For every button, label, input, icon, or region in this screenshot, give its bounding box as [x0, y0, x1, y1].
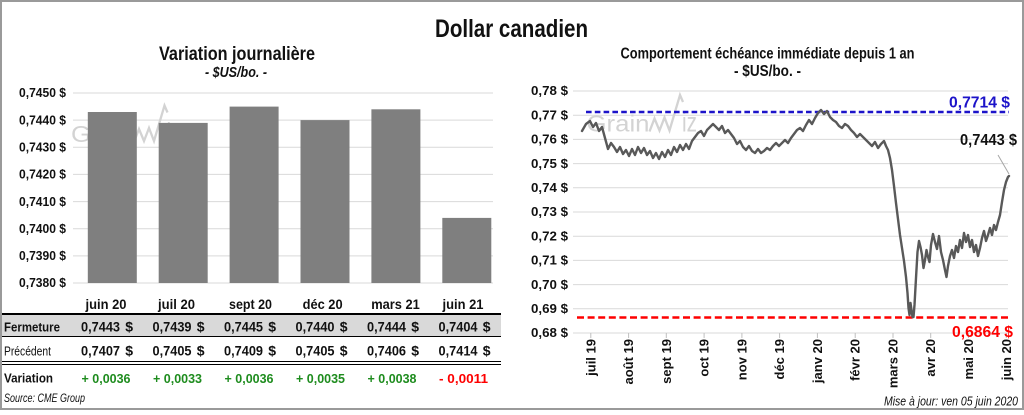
svg-text:- 0,0011: - 0,0011: [439, 371, 488, 386]
svg-text:févr 20: févr 20: [848, 339, 863, 381]
svg-text:Source: CME Group: Source: CME Group: [4, 391, 85, 405]
svg-text:0,6864 $: 0,6864 $: [952, 324, 1013, 341]
svg-text:0,69 $: 0,69 $: [531, 301, 569, 316]
svg-text:0,7409: 0,7409: [224, 343, 263, 359]
svg-text:0,70 $: 0,70 $: [531, 277, 569, 292]
svg-text:0,72 $: 0,72 $: [531, 228, 569, 243]
svg-text:$: $: [411, 319, 419, 335]
svg-text:$: $: [125, 343, 133, 359]
svg-text:$: $: [483, 343, 491, 359]
svg-text:0,7407: 0,7407: [81, 343, 120, 359]
svg-text:$: $: [197, 343, 205, 359]
svg-text:+ 0,0036: + 0,0036: [225, 371, 274, 386]
svg-text:0,7390 $: 0,7390 $: [19, 248, 67, 263]
svg-text:Variation journalière: Variation journalière: [159, 44, 315, 65]
svg-text:0,7430 $: 0,7430 $: [19, 140, 67, 155]
svg-text:0,7420 $: 0,7420 $: [19, 167, 67, 182]
svg-text:+ 0,0038: + 0,0038: [368, 371, 417, 386]
svg-text:0,7445: 0,7445: [224, 319, 263, 335]
svg-text:juil 19: juil 19: [583, 339, 598, 377]
svg-text:0,7443: 0,7443: [81, 319, 120, 335]
svg-text:Comportement échéance immédiat: Comportement échéance immédiate depuis 1…: [621, 46, 915, 63]
svg-text:Précédent: Précédent: [4, 344, 51, 359]
svg-text:- $US/bo. -: - $US/bo. -: [205, 64, 267, 81]
svg-text:$: $: [197, 319, 205, 335]
svg-text:$: $: [340, 343, 348, 359]
svg-text:août 19: août 19: [621, 339, 636, 385]
svg-text:0,7714 $: 0,7714 $: [949, 95, 1010, 112]
svg-text:juin 21: juin 21: [442, 296, 484, 312]
svg-text:+ 0,0036: + 0,0036: [82, 371, 131, 386]
svg-text:0,7406: 0,7406: [367, 343, 406, 359]
svg-text:Mise à jour: ven 05 juin 2020: Mise à jour: ven 05 juin 2020: [884, 394, 1019, 409]
svg-text:Variation: Variation: [4, 371, 53, 386]
svg-text:$: $: [268, 343, 276, 359]
svg-text:0,75 $: 0,75 $: [531, 156, 569, 171]
svg-text:$: $: [268, 319, 276, 335]
svg-text:$: $: [411, 343, 419, 359]
svg-text:0,71 $: 0,71 $: [531, 253, 569, 268]
svg-text:0,7405: 0,7405: [296, 343, 335, 359]
svg-text:0,7405: 0,7405: [153, 343, 192, 359]
svg-text:sept 19: sept 19: [659, 339, 674, 384]
svg-text:0,78 $: 0,78 $: [531, 83, 569, 98]
svg-text:nov 19: nov 19: [734, 339, 749, 380]
svg-text:0,7410 $: 0,7410 $: [19, 194, 67, 209]
svg-text:+ 0,0035: + 0,0035: [296, 371, 345, 386]
svg-text:0,68 $: 0,68 $: [531, 325, 569, 340]
svg-text:juin 20: juin 20: [85, 296, 127, 312]
svg-text:juin 20: juin 20: [999, 339, 1014, 381]
svg-text:janv 20: janv 20: [810, 339, 825, 384]
svg-text:0,7440 $: 0,7440 $: [19, 112, 67, 127]
svg-text:déc 20: déc 20: [303, 296, 343, 312]
svg-text:mars 20: mars 20: [886, 339, 901, 388]
svg-text:$: $: [125, 319, 133, 335]
svg-text:oct 19: oct 19: [697, 339, 712, 377]
svg-text:0,7404: 0,7404: [439, 319, 478, 335]
svg-text:Fermeture: Fermeture: [4, 320, 60, 335]
svg-text:juil 20: juil 20: [157, 296, 195, 312]
svg-text:0,7400 $: 0,7400 $: [19, 221, 67, 236]
svg-text:avr 20: avr 20: [923, 339, 938, 377]
svg-text:0,7414: 0,7414: [439, 343, 478, 359]
svg-text:mars 21: mars 21: [371, 296, 420, 312]
svg-text:+ 0,0033: + 0,0033: [153, 371, 202, 386]
svg-text:0,73 $: 0,73 $: [531, 204, 569, 219]
svg-text:- $US/bo. -: - $US/bo. -: [734, 63, 801, 80]
svg-text:0,7443 $: 0,7443 $: [960, 132, 1017, 149]
svg-text:mai 20: mai 20: [961, 339, 976, 379]
svg-text:0,74 $: 0,74 $: [531, 180, 569, 195]
svg-text:0,7450 $: 0,7450 $: [19, 85, 67, 100]
svg-text:0,7440: 0,7440: [296, 319, 335, 335]
svg-text:0,77 $: 0,77 $: [531, 107, 569, 122]
svg-text:0,76 $: 0,76 $: [531, 132, 569, 147]
svg-text:0,7439: 0,7439: [153, 319, 192, 335]
svg-text:$: $: [483, 319, 491, 335]
svg-text:déc 19: déc 19: [772, 339, 787, 379]
svg-text:Dollar canadien: Dollar canadien: [435, 15, 588, 43]
svg-text:sept 20: sept 20: [229, 296, 272, 312]
svg-text:0,7444: 0,7444: [367, 319, 406, 335]
svg-text:$: $: [340, 319, 348, 335]
svg-text:0,7380 $: 0,7380 $: [19, 275, 67, 290]
